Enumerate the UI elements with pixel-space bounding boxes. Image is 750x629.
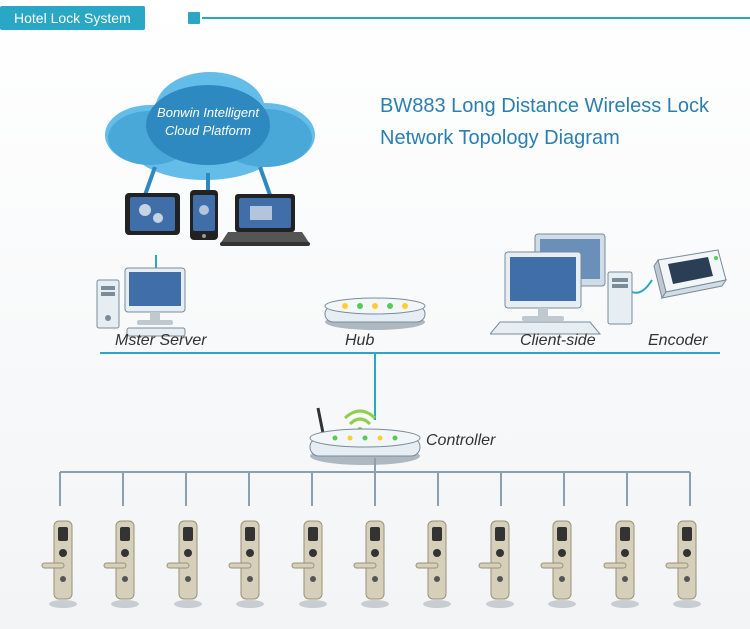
header-line xyxy=(202,17,750,19)
title-line2: Network Topology Diagram xyxy=(380,122,709,154)
door-lock-icon xyxy=(602,519,648,609)
door-lock-icon xyxy=(539,519,585,609)
title-line1: BW883 Long Distance Wireless Lock xyxy=(380,90,709,122)
label-encoder: Encoder xyxy=(648,332,708,350)
hub-icon xyxy=(323,296,427,332)
door-lock-icon xyxy=(477,519,523,609)
diagram-title: BW883 Long Distance Wireless Lock Networ… xyxy=(380,90,709,154)
label-master-server: Mster Server xyxy=(115,332,207,350)
cloud-icon: Bonwin Intelligent Cloud Platform xyxy=(90,55,330,195)
door-lock-icon xyxy=(227,519,273,609)
door-lock-icon xyxy=(165,519,211,609)
label-controller: Controller xyxy=(426,432,495,450)
svg-text:Cloud Platform: Cloud Platform xyxy=(165,123,251,138)
door-lock-icon xyxy=(664,519,710,609)
label-client: Client-side xyxy=(520,332,596,350)
encoder-icon xyxy=(648,248,728,303)
lock-bus-lines xyxy=(0,458,750,518)
client-side-icon xyxy=(490,232,640,337)
door-lock-icon xyxy=(40,519,86,609)
door-lock-icon xyxy=(102,519,148,609)
door-lock-icon xyxy=(290,519,336,609)
header-label: Hotel Lock System xyxy=(0,6,145,30)
header-dot xyxy=(188,12,200,24)
master-server-icon xyxy=(95,260,205,340)
header-band: Hotel Lock System xyxy=(0,6,750,34)
door-lock-icon xyxy=(414,519,460,609)
main-bus-line xyxy=(100,352,720,354)
cloud-devices-icon xyxy=(120,188,320,258)
door-lock-icon xyxy=(352,519,398,609)
label-hub: Hub xyxy=(345,332,374,350)
lock-row xyxy=(40,519,710,609)
svg-text:Bonwin Intelligent: Bonwin Intelligent xyxy=(157,105,260,120)
